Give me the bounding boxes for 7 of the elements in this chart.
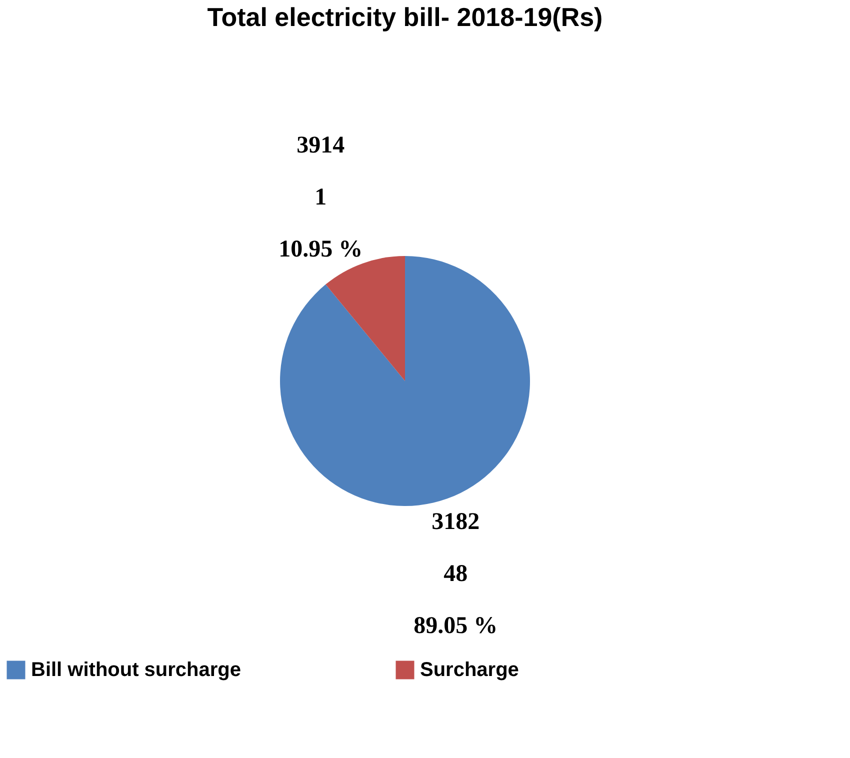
legend-label: Surcharge <box>420 659 519 681</box>
chart-title: Total electricity bill- 2018-19(Rs) <box>207 2 603 32</box>
pie-slice <box>280 256 530 506</box>
pie-slice <box>326 256 405 381</box>
legend-label: Bill without surcharge <box>31 659 242 681</box>
data-label: 3182 48 89.05 % <box>414 509 498 640</box>
data-label: 3914 1 10.95 % <box>278 132 363 263</box>
